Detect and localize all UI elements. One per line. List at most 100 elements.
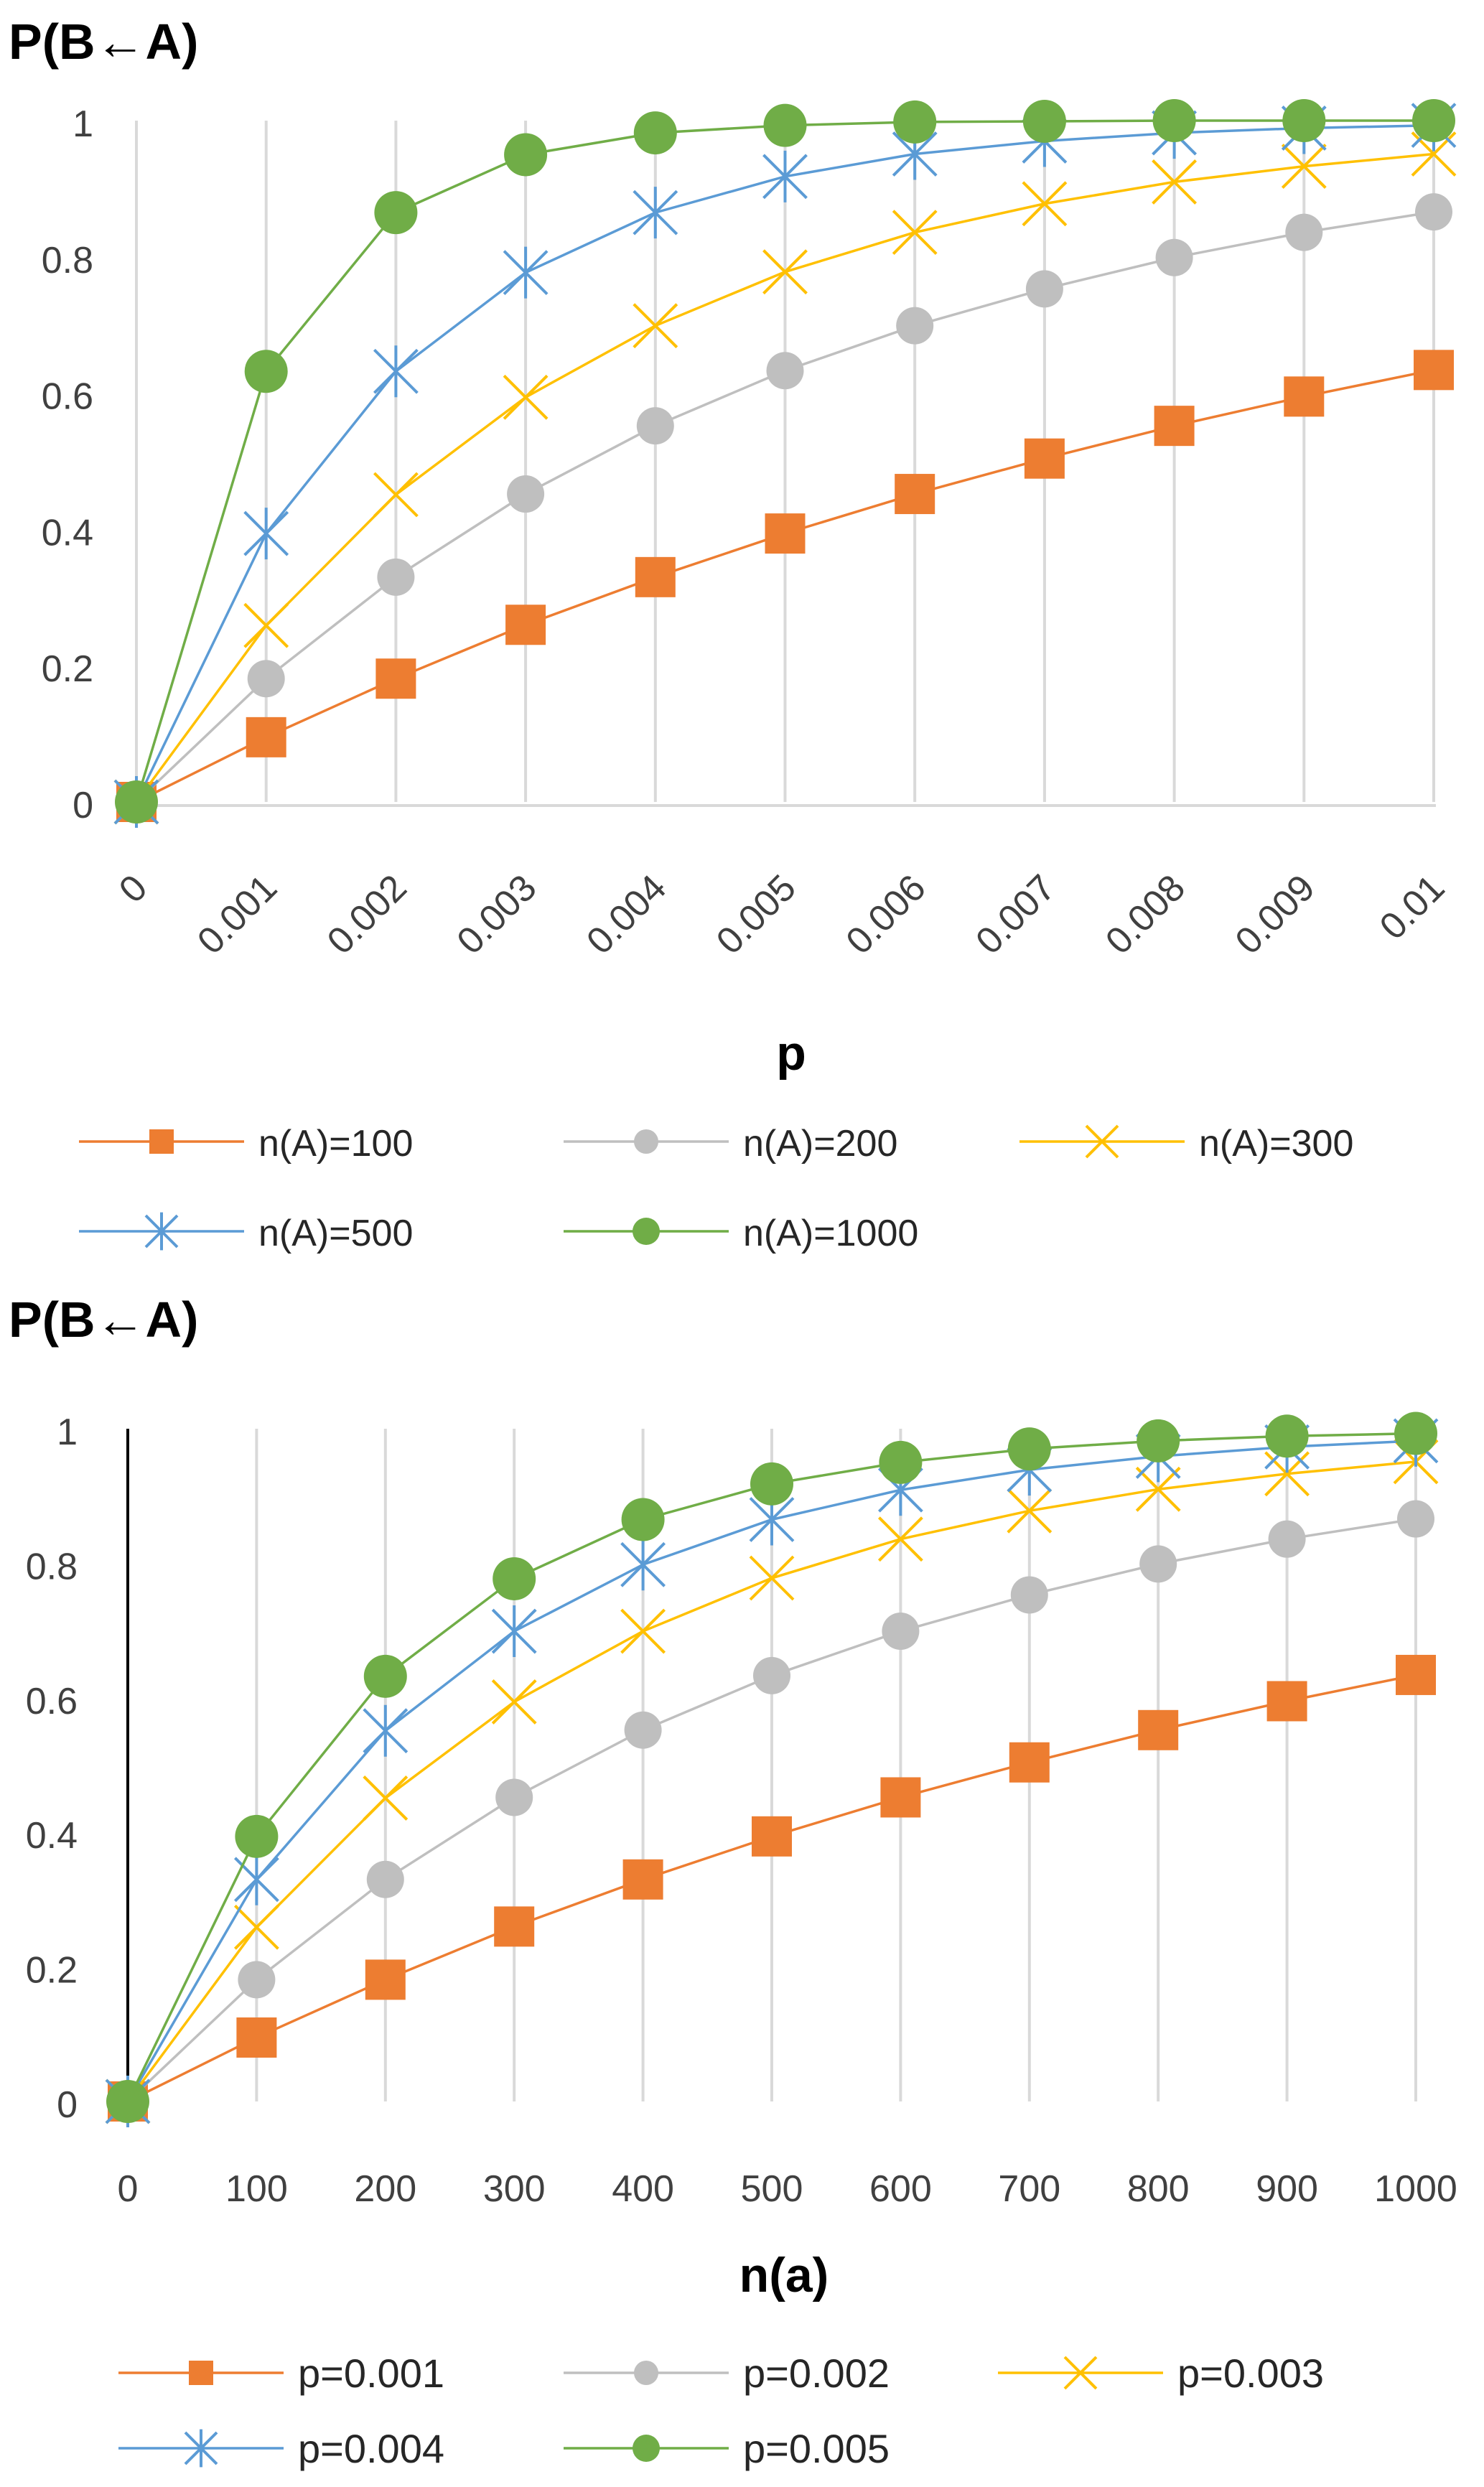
chart-2-x-tick-label: 1000	[1374, 2168, 1457, 2210]
data-point	[1285, 213, 1323, 251]
data-point	[115, 780, 158, 823]
data-point	[1022, 181, 1068, 227]
data-point	[491, 1605, 537, 1658]
data-point	[1265, 1414, 1309, 1458]
legend-item: p=0.003	[998, 2351, 1324, 2396]
data-point	[236, 2017, 277, 2058]
data-point	[893, 100, 937, 144]
data-point	[633, 303, 678, 349]
data-point	[882, 1613, 920, 1651]
chart-2-series-2	[109, 1500, 1434, 2120]
data-point	[750, 1462, 793, 1506]
data-point	[1152, 99, 1196, 142]
chart-2-x-tick-label: 900	[1256, 2168, 1318, 2210]
legend-marker	[634, 1129, 658, 1154]
legend-label: p=0.005	[743, 2426, 890, 2471]
data-point	[1266, 1681, 1307, 1722]
chart-2-x-tick-label: 800	[1127, 2168, 1190, 2210]
data-point	[106, 2080, 149, 2123]
chart-1-gridlines	[135, 121, 1435, 802]
legend-label: p=0.001	[298, 2351, 444, 2396]
data-point	[1414, 350, 1454, 391]
data-point	[1137, 1419, 1180, 1462]
data-point	[1152, 159, 1198, 205]
chart-2-x-tick-label: 700	[998, 2168, 1060, 2210]
chart-1-y-tick-label: 0	[73, 785, 93, 826]
legend-marker	[1063, 2356, 1098, 2390]
chart-2-x-tick-label: 200	[354, 2168, 416, 2210]
legend-label: p=0.002	[743, 2351, 890, 2396]
data-point	[243, 602, 289, 648]
data-point	[752, 1816, 792, 1857]
data-point	[495, 1778, 533, 1816]
chart-2-y-ticks: 0 0.2 0.4 0.6 0.8 1	[26, 1412, 78, 2126]
data-point	[765, 513, 806, 554]
data-point	[238, 1961, 276, 1999]
data-point	[880, 1777, 921, 1818]
chart-1-x-tick-label: 0.006	[839, 867, 934, 962]
data-point	[504, 133, 548, 177]
legend-label: n(A)=500	[258, 1213, 413, 1254]
data-point	[1138, 1709, 1179, 1750]
data-point	[374, 191, 418, 235]
data-point	[620, 1608, 666, 1654]
data-point	[763, 103, 807, 147]
data-point	[635, 556, 676, 597]
legend-item: n(A)=100	[79, 1123, 413, 1165]
legend-marker	[144, 1212, 179, 1251]
data-point	[373, 472, 419, 518]
chart-2-x-tick-label: 600	[869, 2168, 932, 2210]
legend-item: p=0.004	[118, 2426, 444, 2471]
chart-2-y-tick-label: 0.8	[26, 1546, 78, 1587]
chart-1-y-ticks: 0 0.2 0.4 0.6 0.8 1	[42, 103, 93, 826]
chart-1-x-tick-label: 0.003	[449, 867, 545, 962]
legend-marker	[149, 1129, 174, 1154]
legend-label: n(A)=200	[743, 1123, 897, 1165]
legend-label: n(A)=300	[1199, 1123, 1353, 1165]
data-point	[1396, 1654, 1436, 1695]
chart-1-legend: n(A)=100 n(A)=200 n(A)=300 n(A)=500 n(A)=100…	[79, 1123, 1353, 1254]
data-point	[762, 150, 808, 202]
chart-2-x-ticks: 0 100 200 300 400 500 600 700 800 900 1000	[118, 2168, 1457, 2210]
data-point	[749, 1555, 795, 1601]
chart-2-y-tick-label: 0	[57, 2084, 78, 2126]
data-point	[503, 246, 549, 299]
data-point	[636, 407, 674, 445]
chart-2-x-tick-label: 400	[612, 2168, 674, 2210]
data-point	[1415, 193, 1452, 231]
chart-1-x-tick-label: 0.01	[1372, 867, 1453, 948]
data-point	[377, 558, 415, 596]
data-point	[1009, 1742, 1050, 1783]
data-point	[1282, 99, 1326, 142]
data-point	[247, 660, 285, 698]
legend-item: n(A)=300	[1019, 1123, 1353, 1165]
chart-2-x-axis-label: n(a)	[739, 2248, 829, 2302]
data-point	[363, 1704, 409, 1757]
chart-1-y-tick-label: 1	[73, 103, 93, 145]
chart-1: P(B←A) 0 0.2 0.4 0.6 0.8 1 0 0.001 0.002 0.003 0.…	[9, 14, 1457, 1254]
data-point	[491, 1679, 537, 1725]
legend-marker	[633, 1218, 660, 1245]
chart-1-series	[113, 99, 1457, 828]
data-point	[753, 1656, 790, 1694]
legend-label: p=0.003	[1177, 2351, 1324, 2396]
data-point	[896, 307, 934, 345]
data-point	[363, 1654, 407, 1698]
legend-marker	[189, 2361, 213, 2385]
chart-2: P(B←A) 0 0.2 0.4 0.6 0.8 1 0 100 200 300 400 500 60…	[9, 1292, 1457, 2471]
data-point	[1155, 238, 1193, 276]
data-point	[373, 345, 419, 398]
data-point	[892, 210, 938, 256]
chart-1-series-2	[118, 193, 1452, 821]
data-point	[1281, 144, 1327, 189]
data-point	[505, 605, 546, 645]
data-point	[243, 508, 289, 560]
data-point	[363, 1775, 409, 1821]
data-point	[1007, 1427, 1051, 1471]
chart-2-y-tick-label: 0.2	[26, 1950, 78, 1992]
legend-item: n(A)=200	[564, 1123, 897, 1165]
data-point	[233, 1904, 279, 1950]
data-point	[1394, 1412, 1437, 1455]
data-point	[507, 475, 545, 513]
